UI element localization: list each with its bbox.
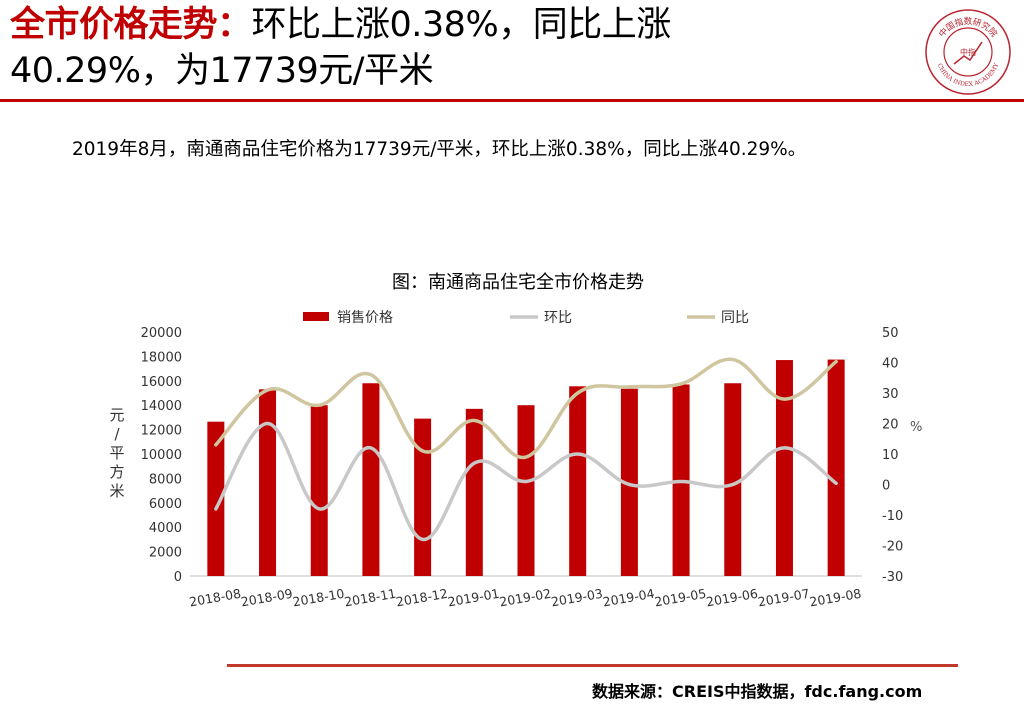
chart-title: 图：南通商品住宅全市价格走势: [392, 272, 644, 293]
yoy-series-line: [214, 357, 838, 459]
chart-legend: 销售价格 环比 同比: [303, 310, 749, 326]
headline-line1: 环比上涨0.38%，同比上涨: [251, 5, 672, 45]
title-divider: [0, 99, 1024, 102]
y2-tick-label: 50: [882, 326, 899, 341]
x-tick-label: 2019-04: [602, 586, 656, 610]
y2-tick-label: -20: [882, 540, 903, 555]
y-tick-label: 2000: [149, 546, 182, 561]
y2-tick-label: 30: [882, 387, 899, 402]
x-tick-label: 2019-02: [498, 586, 552, 610]
y2-tick-label: 20: [882, 418, 899, 433]
y-label-char: 方: [109, 463, 124, 481]
price-bar: [362, 383, 380, 576]
data-source: 数据来源：CREIS中指数据，fdc.fang.com: [592, 682, 923, 701]
y-label-char: 米: [109, 482, 124, 500]
source-divider: [227, 664, 958, 667]
y-tick-label: 18000: [141, 350, 182, 365]
price-bar: [724, 383, 742, 576]
y-tick-label: 20000: [141, 326, 182, 341]
y2-tick-label: 10: [882, 448, 899, 463]
y-tick-label: 8000: [149, 472, 182, 487]
x-tick-label: 2019-08: [808, 586, 862, 610]
legend-label: 同比: [721, 310, 749, 326]
x-tick-label: 2019-01: [447, 586, 501, 610]
y2-axis-label: %: [910, 420, 922, 435]
y-label-char: /: [114, 425, 120, 443]
x-tick-label: 2019-06: [705, 586, 759, 610]
x-tick-label: 2018-09: [240, 586, 294, 610]
x-tick-label: 2019-05: [653, 586, 707, 610]
price-bar: [465, 408, 483, 576]
x-tick-label: 2018-12: [395, 586, 449, 610]
x-tick-label: 2018-08: [188, 586, 242, 610]
y2-tick-label: -10: [882, 509, 903, 524]
price-bar: [259, 389, 277, 576]
x-tick-label: 2018-11: [343, 586, 397, 610]
y-tick-label: 12000: [141, 424, 182, 439]
logo-center-text: 中指: [960, 47, 976, 57]
y2-tick-label: 0: [882, 479, 890, 494]
y-tick-label: 4000: [149, 521, 182, 536]
y-label-char: 平: [109, 444, 124, 462]
china-index-academy-logo: 中国指数研究院 CHINA INDEX ACADEMY 中指: [925, 9, 1011, 95]
y-tick-label: 6000: [149, 497, 182, 512]
price-bar: [569, 386, 587, 576]
y-tick-label: 14000: [141, 399, 182, 414]
legend-swatch-bar: [303, 312, 329, 321]
price-bar: [775, 360, 793, 576]
headline: 全市价格走势：环比上涨0.38%，同比上涨 40.29%，为17739元/平米: [10, 2, 890, 94]
y-tick-label: 16000: [141, 375, 182, 390]
price-bar: [620, 388, 638, 576]
price-bars: [207, 359, 845, 576]
x-tick-label: 2019-07: [757, 586, 811, 610]
y-axis-label: 元/平方米: [109, 406, 124, 500]
headline-topic: 全市价格走势：: [10, 5, 252, 45]
percent-lines: [214, 357, 838, 542]
y2-tick-label: -30: [882, 570, 903, 585]
legend-label: 环比: [544, 310, 572, 326]
x-tick-label: 2019-03: [550, 586, 604, 610]
y-label-char: 元: [109, 406, 124, 424]
y-tick-label: 0: [174, 570, 182, 585]
price-bar: [827, 359, 845, 576]
x-tick-label: 2018-10: [291, 586, 345, 610]
price-bar: [310, 405, 328, 576]
summary-text: 2019年8月，南通商品住宅价格为17739元/平米，环比上涨0.38%，同比上…: [72, 139, 807, 160]
headline-line2: 40.29%，为17739元/平米: [10, 51, 434, 91]
mom-series-line: [214, 421, 838, 542]
price-bar: [414, 418, 432, 576]
y2-tick-label: 40: [882, 357, 899, 372]
price-bar: [207, 421, 225, 576]
price-bar: [517, 405, 535, 576]
legend-label: 销售价格: [337, 310, 393, 326]
y-tick-label: 10000: [141, 448, 182, 463]
